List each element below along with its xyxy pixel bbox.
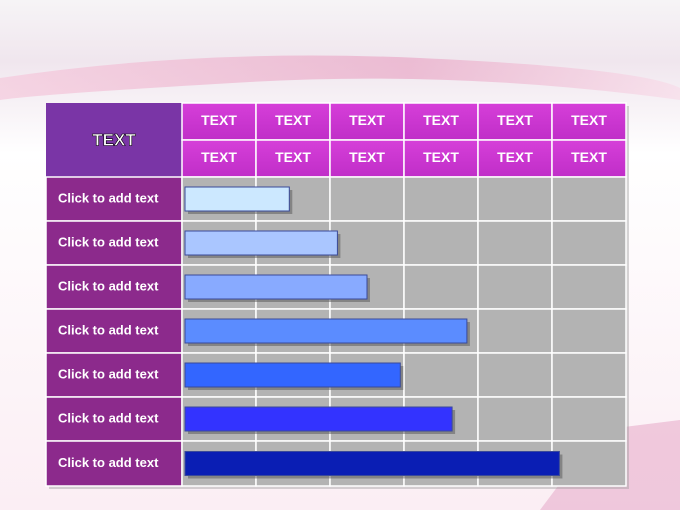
header-label: TEXT: [497, 149, 533, 165]
row-label: Click to add text: [58, 410, 159, 425]
corner-label: TEXT: [92, 130, 136, 149]
bar: [184, 318, 468, 344]
header-cell: [403, 139, 479, 178]
row-header-cell: [45, 396, 183, 442]
cell: [551, 220, 627, 266]
header-label: TEXT: [571, 149, 607, 165]
row-label: Click to add text: [58, 366, 159, 381]
cell: [551, 352, 627, 398]
cell: [403, 264, 479, 310]
header-label: TEXT: [275, 112, 311, 128]
header-label: TEXT: [423, 112, 459, 128]
bar: [184, 406, 453, 432]
cell: [551, 440, 627, 487]
cell: [477, 264, 553, 310]
header-label: TEXT: [497, 112, 533, 128]
header-label: TEXT: [349, 112, 385, 128]
bar: [184, 230, 338, 256]
cell: [477, 220, 553, 266]
cell: [403, 220, 479, 266]
header-cell: [403, 102, 479, 141]
bar: [184, 274, 368, 300]
cell: [477, 352, 553, 398]
cell: [403, 352, 479, 398]
cell: [551, 264, 627, 310]
header-label: TEXT: [201, 149, 237, 165]
bar: [184, 186, 290, 212]
cell: [403, 176, 479, 222]
header-cell: [255, 102, 331, 141]
header-cell: [551, 102, 627, 141]
row-header-cell: [45, 220, 183, 266]
cell: [477, 308, 553, 354]
bar: [184, 451, 560, 476]
cell: [477, 396, 553, 442]
corner-cell: [46, 103, 182, 177]
table: TEXT TEXT TEXT TEXT TEXT TEXT TEXT TEXT TEXT TEXT…: [45, 102, 627, 487]
cell: [329, 220, 405, 266]
header-label: TEXT: [571, 112, 607, 128]
row-header-cell: [45, 176, 183, 222]
row-label: Click to add text: [58, 278, 159, 293]
cell: [551, 308, 627, 354]
header-label: TEXT: [275, 149, 311, 165]
header-label: TEXT: [201, 112, 237, 128]
row-label: Click to add text: [58, 190, 159, 205]
header-label: TEXT: [423, 149, 459, 165]
row-label: Click to add text: [58, 234, 159, 249]
header-cell: [477, 102, 553, 141]
cell: [477, 176, 553, 222]
bar: [184, 362, 401, 388]
cell: [551, 176, 627, 222]
row-label: Click to add text: [58, 455, 159, 470]
header-label: TEXT: [349, 149, 385, 165]
swoosh: [0, 55, 680, 100]
header-cell: [181, 102, 257, 141]
cell: [551, 396, 627, 442]
row-label: Click to add text: [58, 322, 159, 337]
cell: [329, 176, 405, 222]
